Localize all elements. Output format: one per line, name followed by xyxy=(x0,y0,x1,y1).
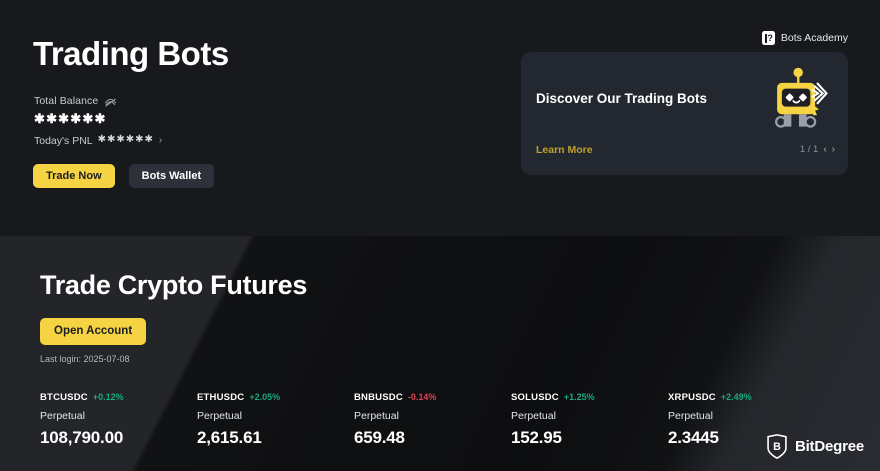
bitdegree-logo: B BitDegree xyxy=(766,434,864,459)
ticker-symbol: ETHUSDC xyxy=(197,392,245,403)
ticker-change: +0.12% xyxy=(92,392,124,402)
promo-pagination: 1 / 1 ‹ › xyxy=(800,144,835,155)
total-balance-label: Total Balance xyxy=(34,95,99,107)
bitdegree-wordmark: BitDegree xyxy=(794,438,864,455)
book-icon xyxy=(761,31,775,45)
ticker-type: Perpetual xyxy=(197,410,242,422)
ticker-item[interactable]: ETHUSDC +2.05% Perpetual 2,615.61 xyxy=(197,392,354,448)
last-login-text: Last login: 2025-07-08 xyxy=(40,354,130,364)
promo-title: Discover Our Trading Bots xyxy=(536,91,708,106)
ticker-price: 659.48 xyxy=(354,428,405,447)
ticker-symbol: SOLUSDC xyxy=(511,392,559,403)
ticker-change: +1.25% xyxy=(563,392,595,402)
chevron-right-icon[interactable]: › xyxy=(831,144,835,155)
ticker-price: 2.3445 xyxy=(668,428,719,447)
open-account-button[interactable]: Open Account xyxy=(40,318,147,345)
ticker-symbol: BNBUSDC xyxy=(354,392,403,403)
futures-section: Trade Crypto Futures Open Account Last l… xyxy=(0,236,880,471)
bots-academy-link[interactable]: Bots Academy xyxy=(761,31,848,45)
learn-more-link[interactable]: Learn More xyxy=(536,144,593,156)
section-title: Trade Crypto Futures xyxy=(40,270,308,300)
page-title: Trading Bots xyxy=(33,35,229,72)
robot-mascot-icon xyxy=(760,62,836,138)
todays-pnl-label: Today's PNL xyxy=(34,135,93,147)
ticker-price: 108,790.00 xyxy=(40,428,124,447)
hero-action-buttons: Trade Now Bots Wallet xyxy=(33,164,215,188)
todays-pnl-row[interactable]: Today's PNL ✱✱✱✱✱✱ › xyxy=(34,133,163,148)
bots-academy-label: Bots Academy xyxy=(780,32,848,44)
chevron-left-icon[interactable]: ‹ xyxy=(823,144,827,155)
ticker-change: +2.49% xyxy=(720,392,752,402)
ticker-item[interactable]: SOLUSDC +1.25% Perpetual 152.95 xyxy=(511,392,668,448)
ticker-type: Perpetual xyxy=(511,410,556,422)
shield-b-icon: B xyxy=(766,434,788,459)
total-balance-block: Total Balance ✱✱✱✱✱✱ xyxy=(34,94,117,127)
bots-wallet-button[interactable]: Bots Wallet xyxy=(128,164,215,188)
ticker-price: 2,615.61 xyxy=(197,428,262,447)
chevron-right-icon[interactable]: › xyxy=(158,135,163,146)
svg-text:B: B xyxy=(773,441,781,453)
ticker-item[interactable]: XRPUSDC +2.49% Perpetual 2.3445 xyxy=(668,392,825,448)
ticker-row: BTCUSDC +0.12% Perpetual 108,790.00 ETHU… xyxy=(0,392,880,448)
hero-section: Trading Bots Total Balance ✱✱✱✱✱✱ Today'… xyxy=(0,0,880,236)
ticker-type: Perpetual xyxy=(354,410,399,422)
ticker-price: 152.95 xyxy=(511,428,562,447)
promo-pager-count: 1 / 1 xyxy=(799,144,819,155)
ticker-type: Perpetual xyxy=(40,410,85,422)
todays-pnl-value: ✱✱✱✱✱✱ xyxy=(97,133,154,145)
ticker-item[interactable]: BTCUSDC +0.12% Perpetual 108,790.00 xyxy=(40,392,197,448)
total-balance-value: ✱✱✱✱✱✱ xyxy=(34,111,107,126)
ticker-symbol: XRPUSDC xyxy=(668,392,716,403)
diagonal-background xyxy=(0,236,880,471)
ticker-type: Perpetual xyxy=(668,410,713,422)
ticker-change: +2.05% xyxy=(249,392,281,402)
promo-card[interactable]: Discover Our Trading Bots Learn More 1 /… xyxy=(521,52,848,175)
ticker-symbol: BTCUSDC xyxy=(40,392,88,403)
ticker-change: -0.14% xyxy=(407,392,437,402)
ticker-item[interactable]: BNBUSDC -0.14% Perpetual 659.48 xyxy=(354,392,511,448)
eye-off-icon[interactable] xyxy=(104,95,117,108)
trade-now-button[interactable]: Trade Now xyxy=(33,164,115,188)
